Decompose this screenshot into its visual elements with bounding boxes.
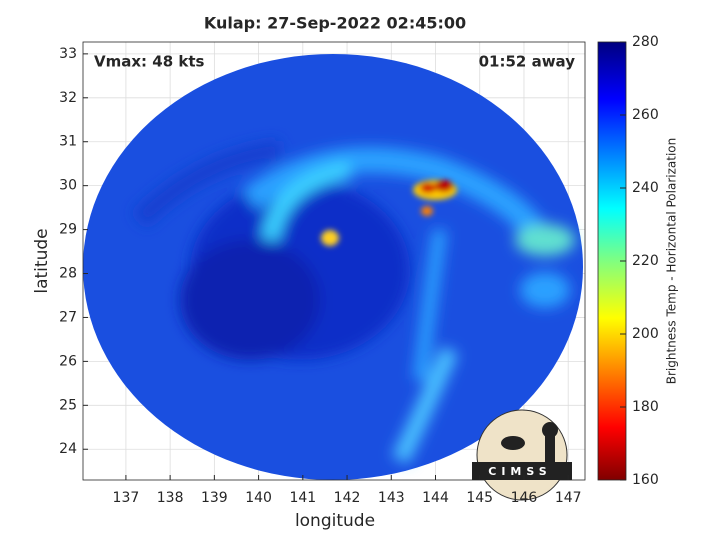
y-axis-label: latitude <box>32 228 52 293</box>
x-tick-label: 142 <box>334 490 361 506</box>
y-tick-label: 28 <box>59 266 77 282</box>
x-tick-label: 137 <box>113 490 140 506</box>
colorbar-tick-label: 160 <box>632 472 659 488</box>
colorbar-tick-label: 200 <box>632 326 659 342</box>
x-tick-label: 140 <box>245 490 272 506</box>
x-tick-label: 146 <box>511 490 538 506</box>
plot-frame <box>82 41 586 481</box>
x-tick-label: 143 <box>378 490 405 506</box>
y-tick-label: 26 <box>59 353 77 369</box>
colorbar-tick-label: 240 <box>632 180 659 196</box>
logo-text: CIMSS <box>488 465 551 478</box>
x-tick-label: 139 <box>201 490 228 506</box>
y-tick-label: 33 <box>59 46 77 62</box>
y-tick-label: 31 <box>59 134 77 150</box>
x-tick-label: 138 <box>157 490 184 506</box>
annotation: 01:52 away <box>479 53 576 71</box>
colorbar-tick-label: 180 <box>632 399 659 415</box>
y-tick-label: 32 <box>59 90 77 106</box>
chart-title: Kulap: 27-Sep-2022 02:45:00 <box>204 14 466 33</box>
logo: CIMSS <box>472 409 572 501</box>
y-tick-label: 25 <box>59 397 77 413</box>
x-tick-label: 147 <box>555 490 582 506</box>
y-tick-label: 30 <box>59 178 77 194</box>
y-tick-label: 29 <box>59 222 77 238</box>
y-tick-label: 27 <box>59 309 77 325</box>
colorbar-tick-label: 220 <box>632 253 659 269</box>
x-tick-label: 144 <box>422 490 449 506</box>
x-tick-label: 145 <box>466 490 493 506</box>
colorbar-tick-label: 280 <box>632 34 659 50</box>
annotation: Vmax: 48 kts <box>94 53 204 71</box>
x-axis-label: longitude <box>295 511 375 531</box>
satellite-image <box>83 54 583 480</box>
x-tick-label: 141 <box>289 490 316 506</box>
y-tick-label: 24 <box>59 441 77 457</box>
colorbar-tick-label: 260 <box>632 107 659 123</box>
colorbar-label: Brightness Temp - Horizontal Polarizatio… <box>665 138 679 385</box>
